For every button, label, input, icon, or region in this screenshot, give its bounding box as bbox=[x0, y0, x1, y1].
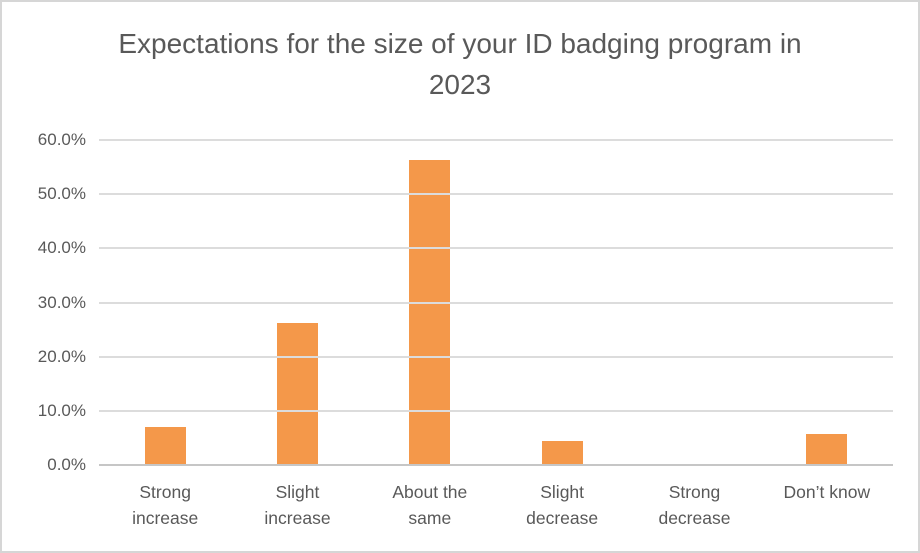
y-tick-label: 30.0% bbox=[37, 292, 86, 312]
chart-title: Expectations for the size of your ID bad… bbox=[2, 23, 918, 105]
x-category-label-text: Strong increase bbox=[132, 482, 199, 528]
bar-slot bbox=[364, 140, 496, 465]
gridline bbox=[99, 409, 893, 412]
x-category-label-text: Slight increase bbox=[264, 482, 331, 528]
plot-area bbox=[99, 139, 893, 466]
bar bbox=[806, 433, 848, 465]
x-category-label: Slight decrease bbox=[496, 479, 628, 531]
bar-series bbox=[99, 140, 893, 465]
bar-slot bbox=[761, 140, 893, 465]
bar bbox=[541, 441, 583, 465]
bar-slot bbox=[496, 140, 628, 465]
chart-title-text: Expectations for the size of your ID bad… bbox=[118, 28, 802, 100]
bar-slot bbox=[231, 140, 363, 465]
gridline bbox=[99, 193, 893, 196]
y-tick-label: 50.0% bbox=[37, 184, 86, 204]
bar bbox=[144, 427, 186, 465]
x-category-label-text: Slight decrease bbox=[526, 482, 599, 528]
y-tick-label: 10.0% bbox=[37, 400, 86, 420]
x-category-label: Don’t know bbox=[761, 479, 893, 531]
x-category-label: About the same bbox=[364, 479, 496, 531]
gridline bbox=[99, 247, 893, 250]
y-tick-label: 60.0% bbox=[37, 130, 86, 149]
x-category-label: Strong increase bbox=[99, 479, 231, 531]
x-axis-line bbox=[99, 464, 893, 466]
x-category-label: Slight increase bbox=[231, 479, 363, 531]
y-axis: 0.0% 10.0% 20.0% 30.0% 40.0% 50.0% 60.0% bbox=[2, 130, 86, 474]
y-tick-label: 20.0% bbox=[37, 346, 86, 366]
x-category-label-text: Strong decrease bbox=[658, 482, 731, 528]
y-tick-label: 40.0% bbox=[37, 238, 86, 258]
bar bbox=[276, 322, 318, 465]
y-tick-label: 0.0% bbox=[47, 455, 86, 474]
gridline bbox=[99, 139, 893, 141]
x-category-label-text: About the same bbox=[392, 482, 468, 528]
x-axis: Strong increase Slight increase About the … bbox=[99, 479, 893, 531]
bar-slot bbox=[99, 140, 231, 465]
x-category-label-text: Don’t know bbox=[783, 482, 871, 502]
gridline bbox=[99, 355, 893, 358]
x-category-label: Strong decrease bbox=[628, 479, 760, 531]
gridline bbox=[99, 301, 893, 304]
bar bbox=[409, 160, 451, 465]
